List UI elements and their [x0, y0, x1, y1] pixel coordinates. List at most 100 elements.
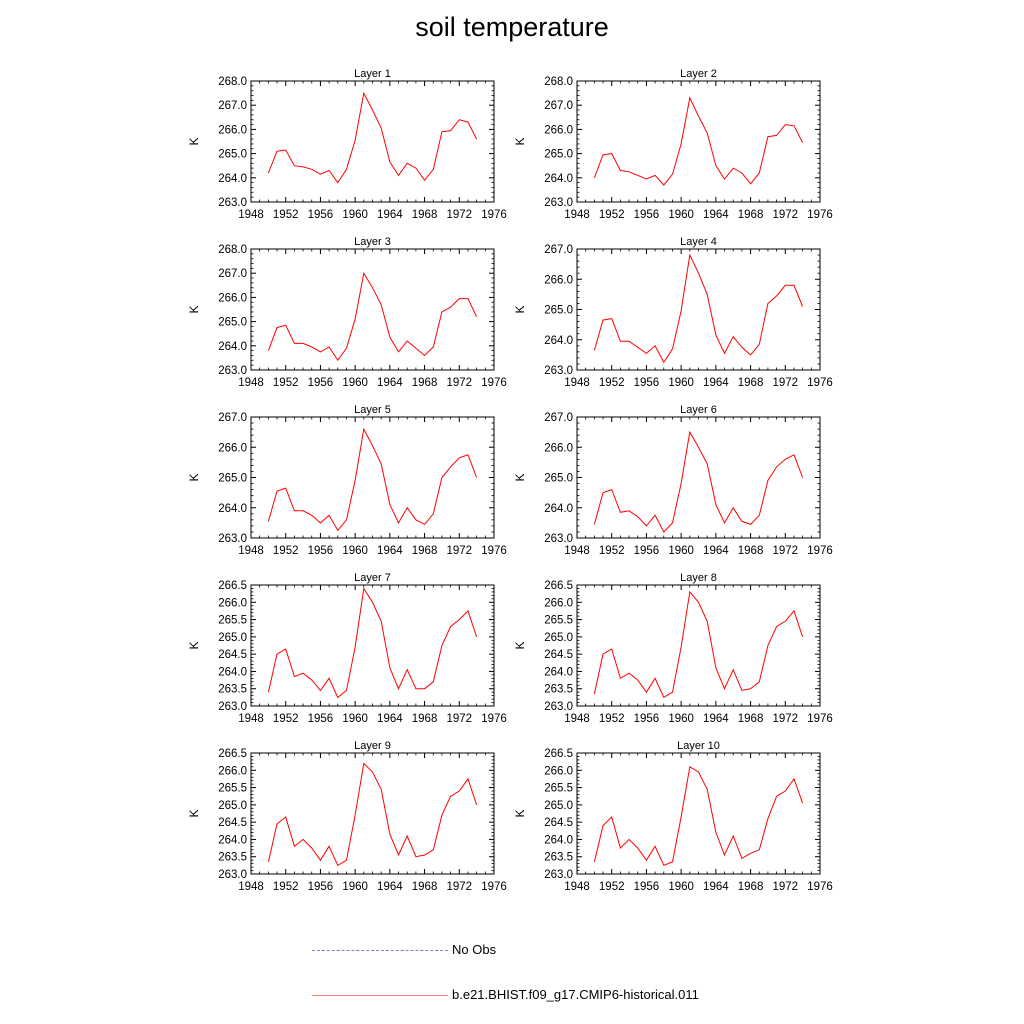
x-tick-label: 1952 — [273, 209, 299, 221]
page-title: soil temperature — [415, 12, 609, 42]
y-tick-label: 266.0 — [218, 124, 247, 136]
y-axis-label: K — [187, 809, 201, 817]
x-tick-label: 1960 — [668, 209, 694, 221]
y-tick-label: 265.0 — [218, 473, 247, 485]
y-tick-label: 263.0 — [544, 701, 573, 713]
panel-layer-7: Layer 7 K 1948 1952 1956 1960 1964 1968 1972 1976… — [187, 572, 507, 725]
x-tick-label: 1972 — [772, 881, 798, 893]
y-tick-label: 265.5 — [218, 615, 247, 627]
series-line — [593, 253, 804, 364]
x-tick-label: 1976 — [807, 377, 833, 389]
x-tick-label: 1964 — [377, 545, 403, 557]
y-tick-label: 265.0 — [218, 317, 247, 329]
plot-frame — [576, 752, 821, 875]
x-tick-label: 1964 — [377, 209, 403, 221]
y-tick-label: 265.0 — [544, 149, 573, 161]
x-tick-label: 1968 — [738, 209, 764, 221]
x-tick-label: 1972 — [772, 545, 798, 557]
x-tick-label: 1976 — [481, 881, 507, 893]
x-tick-label: 1956 — [634, 545, 660, 557]
y-tick-label: 263.0 — [218, 365, 247, 377]
x-tick-label: 1972 — [772, 713, 798, 725]
y-tick-label: 264.5 — [218, 649, 247, 661]
plot-frame — [250, 416, 495, 539]
x-tick-label: 1968 — [412, 209, 438, 221]
x-tick-label: 1948 — [564, 881, 590, 893]
x-tick-label: 1968 — [738, 713, 764, 725]
panel-layer-6: Layer 6 K 1948 1952 1956 1960 1964 1968 1972 1976… — [513, 404, 833, 557]
y-tick-label: 268.0 — [218, 76, 247, 88]
y-axis-label: K — [187, 473, 201, 481]
x-tick-label: 1968 — [738, 881, 764, 893]
y-tick-label: 265.5 — [544, 615, 573, 627]
panel-title: Layer 10 — [677, 740, 720, 752]
series-line — [593, 430, 804, 533]
y-tick-label: 265.0 — [218, 632, 247, 644]
y-tick-label: 264.5 — [544, 817, 573, 829]
y-tick-label: 264.0 — [218, 173, 247, 185]
y-tick-label: 266.0 — [544, 597, 573, 609]
y-tick-label: 266.0 — [544, 124, 573, 136]
y-tick-label: 263.5 — [218, 684, 247, 696]
y-tick-label: 264.5 — [218, 817, 247, 829]
x-tick-label: 1956 — [308, 713, 334, 725]
y-tick-label: 266.5 — [218, 580, 247, 592]
y-tick-label: 266.0 — [544, 274, 573, 286]
x-tick-label: 1976 — [807, 209, 833, 221]
y-tick-label: 265.0 — [218, 800, 247, 812]
panel-title: Layer 6 — [680, 404, 717, 416]
y-tick-label: 263.5 — [544, 852, 573, 864]
plot-frame — [576, 80, 821, 203]
series-line — [267, 91, 478, 184]
legend-model-swatch — [312, 995, 448, 996]
x-tick-label: 1956 — [634, 209, 660, 221]
series-line — [267, 271, 478, 362]
y-tick-label: 264.0 — [544, 834, 573, 846]
x-tick-label: 1952 — [273, 377, 299, 389]
plot-frame — [250, 80, 495, 203]
x-tick-label: 1952 — [599, 713, 625, 725]
panel-title: Layer 5 — [354, 404, 391, 416]
y-tick-label: 265.0 — [218, 149, 247, 161]
x-tick-label: 1968 — [412, 377, 438, 389]
x-tick-label: 1976 — [481, 209, 507, 221]
x-tick-label: 1960 — [668, 713, 694, 725]
y-tick-label: 267.0 — [544, 412, 573, 424]
y-tick-label: 264.0 — [218, 666, 247, 678]
y-tick-label: 263.0 — [544, 533, 573, 545]
x-tick-label: 1968 — [738, 545, 764, 557]
y-axis-label: K — [513, 473, 527, 481]
panel-layer-5: Layer 5 K 1948 1952 1956 1960 1964 1968 1972 1976… — [187, 404, 507, 557]
x-tick-label: 1956 — [308, 209, 334, 221]
x-tick-label: 1968 — [738, 377, 764, 389]
y-tick-label: 263.5 — [544, 684, 573, 696]
plot-frame — [250, 584, 495, 707]
x-tick-label: 1956 — [308, 377, 334, 389]
plot-frame — [576, 248, 821, 371]
x-tick-label: 1956 — [308, 881, 334, 893]
x-tick-label: 1968 — [412, 713, 438, 725]
y-tick-label: 265.5 — [544, 783, 573, 795]
y-tick-label: 265.5 — [218, 783, 247, 795]
x-tick-label: 1956 — [634, 881, 660, 893]
x-tick-label: 1972 — [446, 881, 472, 893]
x-tick-label: 1948 — [564, 377, 590, 389]
y-tick-label: 264.5 — [544, 649, 573, 661]
y-tick-label: 267.0 — [218, 268, 247, 280]
x-tick-label: 1948 — [564, 209, 590, 221]
x-tick-label: 1952 — [599, 545, 625, 557]
x-tick-label: 1964 — [377, 377, 403, 389]
y-tick-label: 264.0 — [218, 341, 247, 353]
y-tick-label: 265.0 — [544, 473, 573, 485]
series-line — [267, 762, 478, 867]
panel-title: Layer 8 — [680, 572, 717, 584]
x-tick-label: 1976 — [481, 545, 507, 557]
x-tick-label: 1948 — [238, 209, 264, 221]
y-tick-label: 263.0 — [218, 869, 247, 881]
panel-layer-9: Layer 9 K 1948 1952 1956 1960 1964 1968 1972 1976… — [187, 740, 507, 893]
x-tick-label: 1964 — [703, 713, 729, 725]
x-tick-label: 1948 — [238, 545, 264, 557]
y-tick-label: 263.0 — [544, 365, 573, 377]
y-tick-label: 266.0 — [218, 442, 247, 454]
panel-title: Layer 4 — [680, 236, 717, 248]
